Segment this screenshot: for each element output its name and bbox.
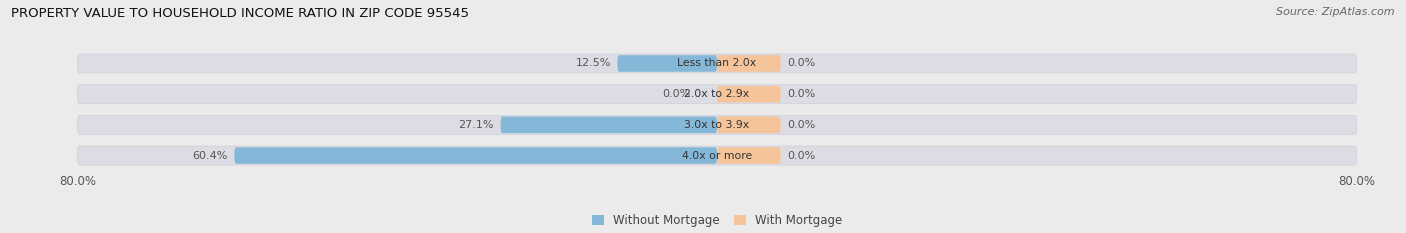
FancyBboxPatch shape	[77, 85, 1357, 104]
Text: 0.0%: 0.0%	[787, 89, 815, 99]
FancyBboxPatch shape	[717, 86, 780, 103]
Text: Less than 2.0x: Less than 2.0x	[678, 58, 756, 69]
FancyBboxPatch shape	[77, 115, 1357, 134]
Text: 2.0x to 2.9x: 2.0x to 2.9x	[685, 89, 749, 99]
Text: 4.0x or more: 4.0x or more	[682, 151, 752, 161]
Text: 12.5%: 12.5%	[575, 58, 610, 69]
Text: 0.0%: 0.0%	[787, 151, 815, 161]
FancyBboxPatch shape	[501, 116, 717, 133]
Text: 27.1%: 27.1%	[458, 120, 494, 130]
FancyBboxPatch shape	[717, 116, 780, 133]
Text: 0.0%: 0.0%	[787, 120, 815, 130]
FancyBboxPatch shape	[77, 54, 1357, 73]
FancyBboxPatch shape	[77, 146, 1357, 165]
Text: 0.0%: 0.0%	[662, 89, 690, 99]
Legend: Without Mortgage, With Mortgage: Without Mortgage, With Mortgage	[588, 209, 846, 232]
Text: PROPERTY VALUE TO HOUSEHOLD INCOME RATIO IN ZIP CODE 95545: PROPERTY VALUE TO HOUSEHOLD INCOME RATIO…	[11, 7, 470, 20]
Text: 3.0x to 3.9x: 3.0x to 3.9x	[685, 120, 749, 130]
FancyBboxPatch shape	[235, 147, 717, 164]
FancyBboxPatch shape	[717, 147, 780, 164]
Text: 0.0%: 0.0%	[787, 58, 815, 69]
Text: 60.4%: 60.4%	[193, 151, 228, 161]
FancyBboxPatch shape	[717, 55, 780, 72]
FancyBboxPatch shape	[617, 55, 717, 72]
Text: Source: ZipAtlas.com: Source: ZipAtlas.com	[1277, 7, 1395, 17]
